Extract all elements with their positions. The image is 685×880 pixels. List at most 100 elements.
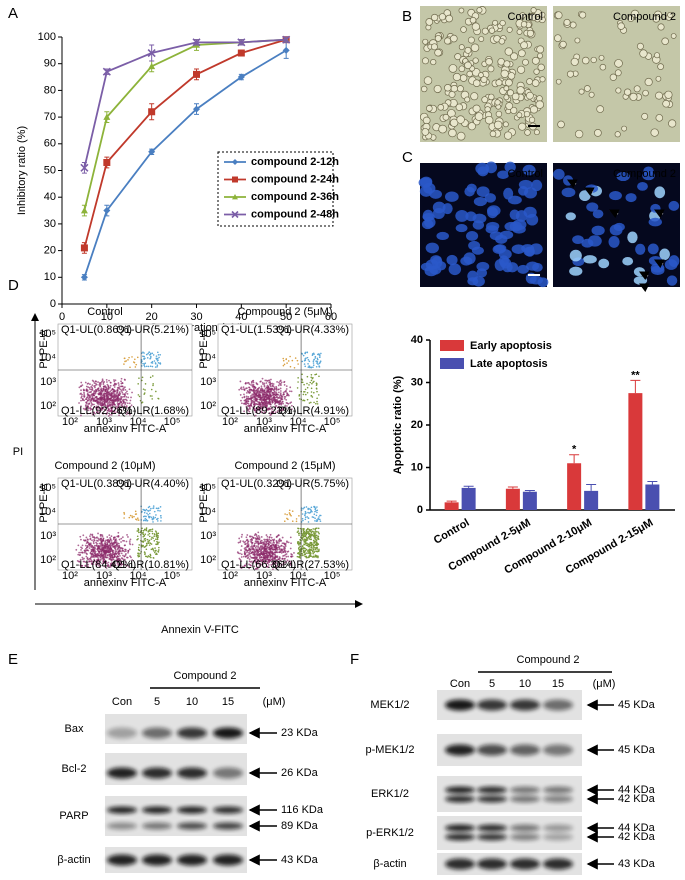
flow-dot — [111, 393, 113, 396]
flow-dot — [151, 395, 153, 397]
flow-dot — [282, 393, 285, 396]
flow-dot — [258, 408, 261, 411]
flow-dot — [265, 534, 268, 536]
flow-dot — [316, 362, 318, 364]
flow-dot — [147, 534, 149, 536]
flow-dot — [253, 407, 255, 410]
flow-plot-x-label: annexinv FITC-A — [244, 577, 327, 589]
flow-dot — [146, 556, 149, 558]
cell — [623, 88, 632, 96]
flow-dot — [147, 506, 150, 509]
flow-dot — [275, 562, 278, 564]
flow-dot — [98, 393, 100, 396]
flow-dot — [149, 376, 152, 379]
flow-dot — [80, 549, 82, 551]
flow-dot — [119, 555, 121, 557]
cell — [588, 91, 595, 98]
nucleus — [565, 212, 576, 221]
flow-dot — [123, 555, 126, 558]
cell — [520, 21, 528, 28]
group-label: Compound 2 — [517, 654, 580, 666]
flow-dot — [151, 530, 153, 533]
flow-dot — [306, 532, 309, 534]
flow-dot — [248, 405, 250, 408]
cell — [655, 75, 662, 82]
flow-dot — [263, 545, 266, 547]
flow-dot — [264, 404, 267, 407]
flow-dot — [304, 393, 307, 396]
flow-dot — [279, 549, 282, 552]
flow-dot — [301, 513, 304, 515]
band — [510, 795, 540, 803]
row-label: β-actin — [57, 854, 90, 866]
nucleus — [616, 171, 630, 182]
flow-dot — [123, 395, 126, 398]
flow-dot — [99, 559, 102, 562]
flow-plot-title: Compound 2 (10μM) — [54, 460, 155, 472]
flow-dot — [269, 398, 272, 401]
flow-dot — [143, 538, 146, 540]
flow-dot — [118, 406, 121, 409]
flow-dot — [151, 528, 154, 530]
flow-dot — [91, 533, 94, 536]
flow-dot — [268, 401, 271, 404]
flow-dot — [147, 541, 149, 543]
flow-dot — [253, 409, 256, 411]
lane-label: 5 — [489, 678, 495, 690]
flow-x-tick: 10² — [222, 570, 238, 582]
flow-dot — [243, 388, 246, 391]
flow-dot — [157, 517, 159, 520]
flow-dot — [124, 544, 126, 547]
flow-x-tick: 10³ — [96, 570, 112, 582]
nucleus — [473, 196, 487, 207]
y-tick-label: 50 — [44, 164, 56, 176]
flow-dot — [100, 381, 102, 384]
flow-dot — [86, 556, 89, 559]
flow-dot — [268, 412, 271, 414]
flow-dot — [147, 542, 150, 545]
flow-dot — [141, 379, 143, 382]
flow-dot — [88, 544, 91, 546]
flow-dot — [318, 365, 321, 368]
flow-dot — [293, 552, 295, 554]
x-tick-label: 60 — [325, 311, 337, 323]
flow-dot — [237, 541, 240, 544]
flow-dot — [310, 387, 313, 390]
flow-dot — [93, 544, 96, 547]
flow-dot — [113, 402, 116, 404]
flow-dot — [317, 535, 319, 538]
cell — [539, 11, 546, 18]
flow-dot — [138, 544, 141, 546]
flow-dot — [275, 547, 278, 550]
flow-dot — [306, 544, 309, 547]
error-bar — [630, 379, 641, 394]
flow-dot — [318, 353, 320, 356]
flow-dot — [311, 382, 313, 385]
cell — [526, 78, 533, 85]
flow-dot — [113, 379, 115, 381]
panel-label: E — [8, 651, 18, 668]
flow-dot — [309, 366, 311, 369]
nucleus — [467, 270, 478, 282]
flow-dot — [96, 561, 99, 564]
flow-dot — [90, 550, 93, 553]
flow-dot — [108, 401, 110, 404]
flow-plot-y-label: PI PE-A — [38, 329, 50, 369]
band — [445, 858, 475, 870]
cell — [502, 121, 509, 128]
quadrant-label: Q1-LR(10.81%) — [112, 559, 189, 571]
flow-dot — [247, 398, 250, 401]
flow-dot — [106, 540, 109, 543]
flow-dot — [154, 538, 157, 540]
flow-dot — [144, 545, 147, 548]
flow-dot — [302, 545, 304, 547]
cell — [472, 57, 479, 64]
flow-dot — [307, 508, 309, 511]
flow-dot — [305, 506, 308, 508]
flow-dot — [117, 397, 120, 399]
flow-dot — [104, 560, 107, 562]
flow-dot — [309, 552, 312, 554]
nucleus — [609, 191, 622, 201]
nucleus — [476, 186, 490, 197]
flow-dot — [296, 531, 299, 533]
